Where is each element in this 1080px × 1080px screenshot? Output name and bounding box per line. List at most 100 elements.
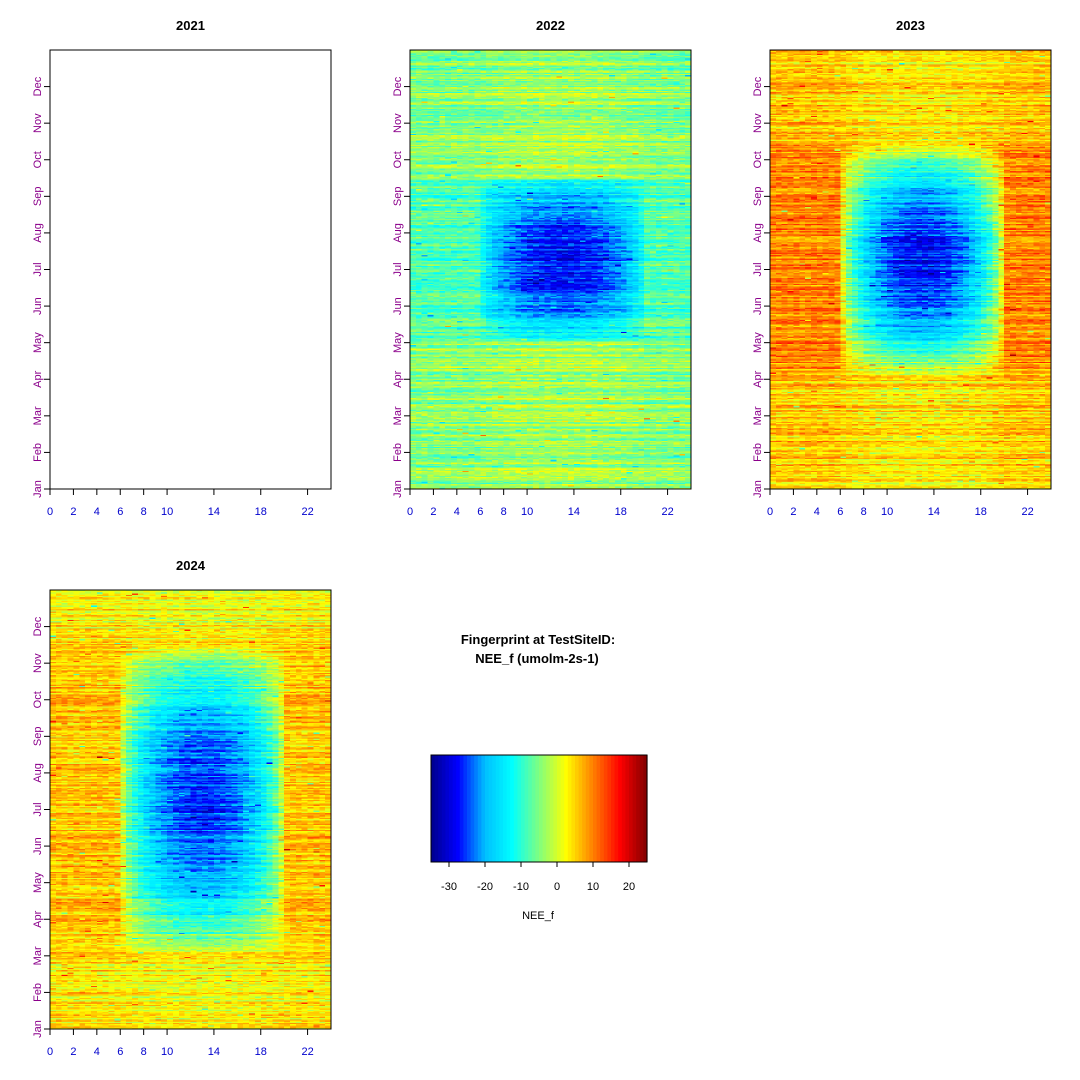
colorbar-swatch bbox=[539, 755, 543, 862]
y-tick-label: Mar bbox=[32, 946, 44, 965]
y-tick-label: Jun bbox=[32, 837, 44, 855]
x-tick-label: 10 bbox=[161, 506, 173, 518]
y-tick-label: Sep bbox=[32, 187, 44, 207]
colorbar-swatch bbox=[593, 755, 597, 862]
x-tick-label: 14 bbox=[928, 506, 940, 518]
y-tick-label: May bbox=[32, 872, 44, 893]
colorbar-swatch bbox=[633, 755, 637, 862]
colorbar-swatch bbox=[438, 755, 442, 862]
y-tick-label: Jul bbox=[392, 262, 404, 276]
y-tick-label: Jul bbox=[752, 262, 764, 276]
colorbar-swatch bbox=[481, 755, 485, 862]
colorbar-swatch bbox=[597, 755, 601, 862]
y-tick-label: Jan bbox=[32, 1020, 44, 1038]
panel-background bbox=[50, 50, 331, 489]
x-tick-label: 22 bbox=[1021, 506, 1033, 518]
x-tick-label: 4 bbox=[94, 1046, 100, 1058]
colorbar-swatch bbox=[625, 755, 629, 862]
x-tick-label: 14 bbox=[208, 1046, 220, 1058]
x-tick-label: 6 bbox=[837, 506, 843, 518]
x-tick-label: 10 bbox=[881, 506, 893, 518]
colorbar-swatch bbox=[489, 755, 493, 862]
y-tick-label: Jul bbox=[32, 262, 44, 276]
x-tick-label: 8 bbox=[141, 1046, 147, 1058]
y-tick-label: Jan bbox=[752, 480, 764, 498]
colorbar-tick-label: -30 bbox=[441, 881, 457, 893]
x-tick-label: 10 bbox=[521, 506, 533, 518]
panel-title: 2024 bbox=[176, 558, 206, 573]
y-tick-label: Nov bbox=[392, 113, 404, 133]
colorbar-swatch bbox=[435, 755, 439, 862]
colorbar-label: NEE_f bbox=[522, 910, 555, 922]
x-tick-label: 14 bbox=[568, 506, 580, 518]
y-tick-label: Aug bbox=[752, 223, 764, 243]
x-tick-label: 4 bbox=[454, 506, 460, 518]
x-tick-label: 8 bbox=[501, 506, 507, 518]
y-tick-label: Apr bbox=[752, 370, 764, 387]
y-tick-label: Jun bbox=[752, 297, 764, 315]
y-tick-label: Jul bbox=[32, 802, 44, 816]
colorbar-swatch bbox=[618, 755, 622, 862]
colorbar-swatch bbox=[445, 755, 449, 862]
colorbar-tick-label: 10 bbox=[587, 881, 599, 893]
colorbar-swatch bbox=[463, 755, 467, 862]
x-tick-label: 0 bbox=[47, 1046, 53, 1058]
colorbar-swatch bbox=[543, 755, 547, 862]
y-tick-label: Nov bbox=[32, 653, 44, 673]
colorbar-swatch bbox=[492, 755, 496, 862]
x-tick-label: 22 bbox=[301, 506, 313, 518]
x-tick-label: 10 bbox=[161, 1046, 173, 1058]
colorbar-swatch bbox=[553, 755, 557, 862]
panel-title: 2022 bbox=[536, 18, 565, 33]
y-tick-label: May bbox=[752, 332, 764, 353]
colorbar-tick-label: -10 bbox=[513, 881, 529, 893]
heatmap-cells bbox=[410, 50, 691, 489]
colorbar-swatch bbox=[528, 755, 532, 862]
y-tick-label: Aug bbox=[32, 763, 44, 783]
y-tick-label: Jun bbox=[32, 297, 44, 315]
x-tick-label: 4 bbox=[814, 506, 820, 518]
x-tick-label: 4 bbox=[94, 506, 100, 518]
colorbar-tick-label: -20 bbox=[477, 881, 493, 893]
colorbar-swatch bbox=[622, 755, 626, 862]
x-tick-label: 6 bbox=[117, 506, 123, 518]
colorbar-swatch bbox=[525, 755, 529, 862]
colorbar-swatch bbox=[449, 755, 453, 862]
colorbar-swatch bbox=[521, 755, 525, 862]
colorbar-tick-label: 20 bbox=[623, 881, 635, 893]
x-tick-label: 2 bbox=[430, 506, 436, 518]
colorbar: -30 -20 -10 0 10 20 bbox=[431, 755, 648, 893]
colorbar-swatch bbox=[575, 755, 579, 862]
x-tick-label: 0 bbox=[407, 506, 413, 518]
y-tick-label: Aug bbox=[392, 223, 404, 243]
colorbar-swatch bbox=[471, 755, 475, 862]
colorbar-swatch bbox=[510, 755, 514, 862]
y-tick-label: Feb bbox=[32, 443, 44, 462]
y-tick-label: Dec bbox=[392, 76, 404, 96]
colorbar-swatch bbox=[517, 755, 521, 862]
figure-title-line1: Fingerprint at TestSiteID: bbox=[461, 632, 615, 647]
x-tick-label: 18 bbox=[255, 506, 267, 518]
y-tick-label: Oct bbox=[32, 151, 44, 168]
y-tick-label: Feb bbox=[752, 443, 764, 462]
x-tick-label: 22 bbox=[301, 1046, 313, 1058]
heatmap-cells bbox=[770, 50, 1051, 489]
colorbar-tick-label: 0 bbox=[554, 881, 560, 893]
colorbar-swatch bbox=[467, 755, 471, 862]
y-tick-label: Apr bbox=[32, 370, 44, 387]
heatmap-panel-2021: 2021 Jan Feb Mar Apr May Jun Jul Aug Sep Oct Nov Dec… bbox=[32, 18, 331, 518]
colorbar-swatch bbox=[561, 755, 565, 862]
colorbar-swatch bbox=[600, 755, 604, 862]
colorbar-swatch bbox=[474, 755, 478, 862]
colorbar-swatch bbox=[557, 755, 561, 862]
x-tick-label: 6 bbox=[477, 506, 483, 518]
colorbar-swatch bbox=[514, 755, 518, 862]
x-tick-label: 2 bbox=[790, 506, 796, 518]
x-tick-label: 0 bbox=[767, 506, 773, 518]
colorbar-swatch bbox=[589, 755, 593, 862]
x-tick-label: 8 bbox=[141, 506, 147, 518]
y-tick-label: Nov bbox=[752, 113, 764, 133]
heatmap-cells bbox=[50, 590, 331, 1029]
x-tick-label: 0 bbox=[47, 506, 53, 518]
colorbar-swatch bbox=[579, 755, 583, 862]
